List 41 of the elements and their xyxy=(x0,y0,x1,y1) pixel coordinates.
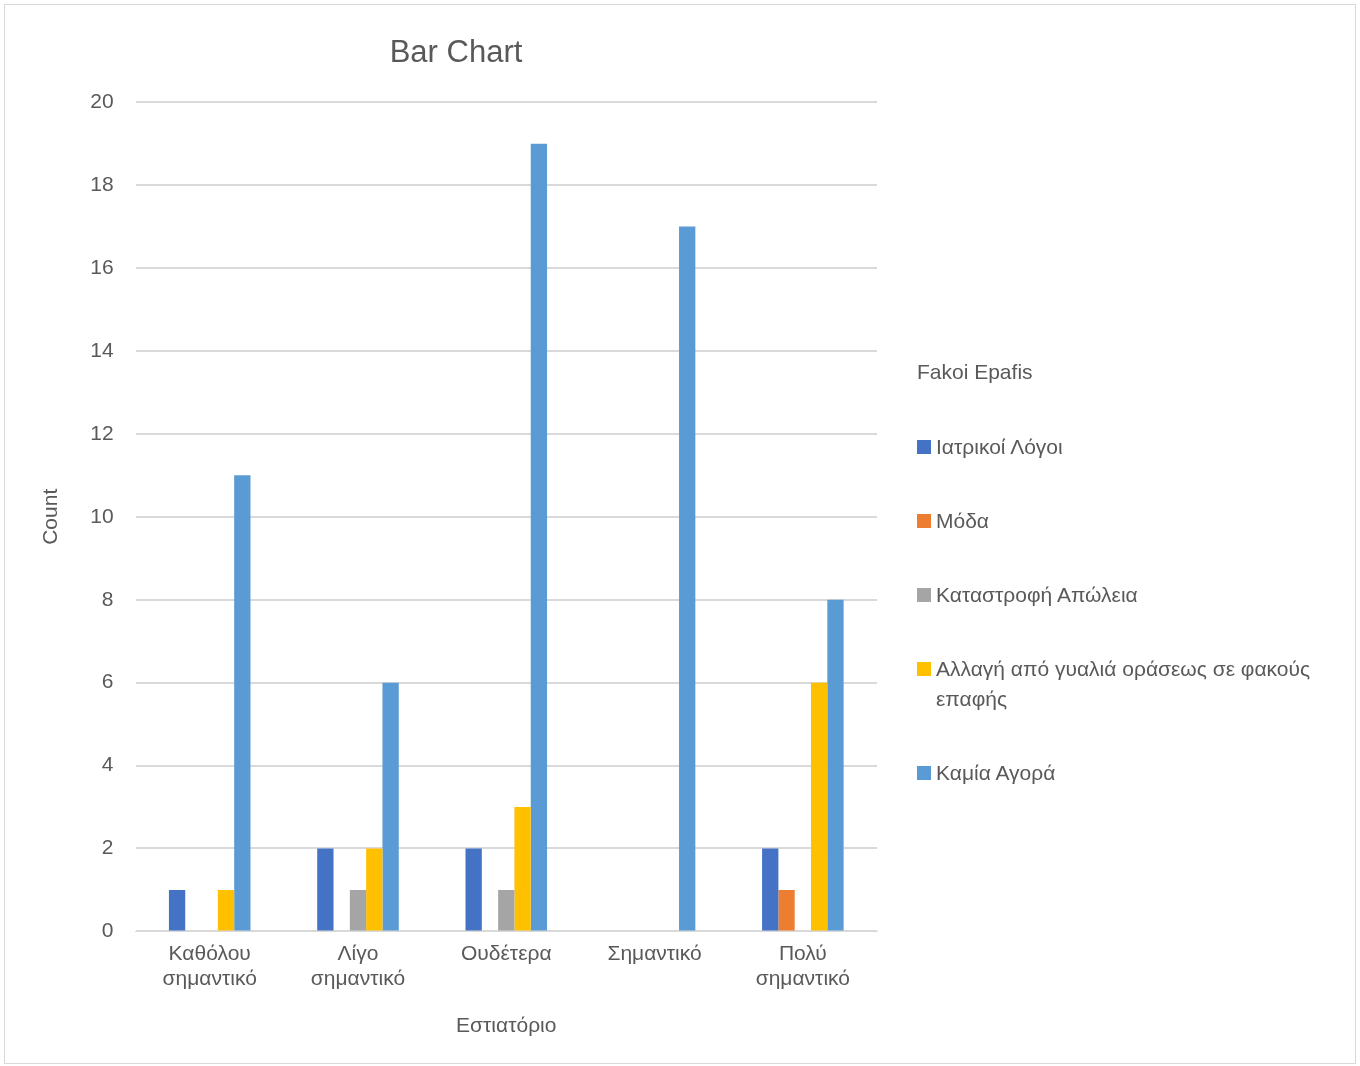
legend-label: Καμία Αγορά xyxy=(936,760,1056,786)
x-tick-label: Λίγο σημαντικό xyxy=(310,940,406,989)
bar xyxy=(514,807,531,931)
bar xyxy=(498,889,515,931)
bar xyxy=(349,889,367,931)
y-tick-label: 8 xyxy=(101,586,114,610)
legend-label: Καταστροφή Απώλεια xyxy=(936,582,1138,608)
y-tick-label: 10 xyxy=(90,503,114,527)
legend-label: Ιατρικοί Λόγοι xyxy=(936,434,1063,460)
y-axis-title: Count xyxy=(38,488,62,545)
x-tick-label: Σημαντικό xyxy=(607,940,702,964)
bar xyxy=(382,682,399,931)
y-tick-label: 6 xyxy=(101,669,114,693)
y-tick-label: 0 xyxy=(101,918,114,942)
chart-title: Bar Chart xyxy=(389,34,523,70)
bar xyxy=(827,599,844,931)
bar xyxy=(762,848,779,931)
bar xyxy=(217,889,235,931)
bar xyxy=(366,848,383,931)
bar xyxy=(679,226,696,931)
x-tick-label: Πολύ σημαντικό xyxy=(755,940,850,989)
y-tick-label: 14 xyxy=(90,337,114,361)
legend-label: Αλλαγή από γυαλιά οράσεως σε φακούς επαφής xyxy=(936,656,1312,712)
bar xyxy=(168,889,186,931)
bar xyxy=(811,682,828,931)
y-tick-label: 20 xyxy=(90,89,114,112)
y-tick-label: 2 xyxy=(101,835,114,859)
bar xyxy=(317,848,334,931)
bar xyxy=(530,143,548,931)
bar xyxy=(465,848,482,931)
y-tick-label: 18 xyxy=(90,171,114,195)
y-tick-label: 16 xyxy=(90,254,114,278)
y-tick-label: 4 xyxy=(101,752,114,776)
bar xyxy=(778,889,795,931)
bar xyxy=(234,475,251,931)
x-tick-label: Καθόλου σημαντικό xyxy=(162,940,257,989)
x-axis-title: Εστιατόριο xyxy=(456,1013,557,1037)
y-tick-label: 12 xyxy=(90,420,114,444)
legend-label: Μόδα xyxy=(936,508,990,534)
legend-title: Fakoi Epafis xyxy=(917,360,1034,384)
x-tick-label: Ουδέτερα xyxy=(460,940,552,964)
